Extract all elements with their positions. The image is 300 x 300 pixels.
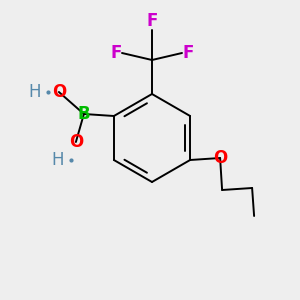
Text: F: F — [182, 44, 194, 62]
Text: O: O — [52, 83, 66, 101]
Text: B: B — [78, 105, 90, 123]
Text: H: H — [28, 83, 41, 101]
Text: O: O — [69, 133, 83, 151]
Text: O: O — [213, 149, 227, 167]
Text: H: H — [51, 151, 64, 169]
Text: F: F — [111, 44, 122, 62]
Text: F: F — [146, 12, 158, 30]
